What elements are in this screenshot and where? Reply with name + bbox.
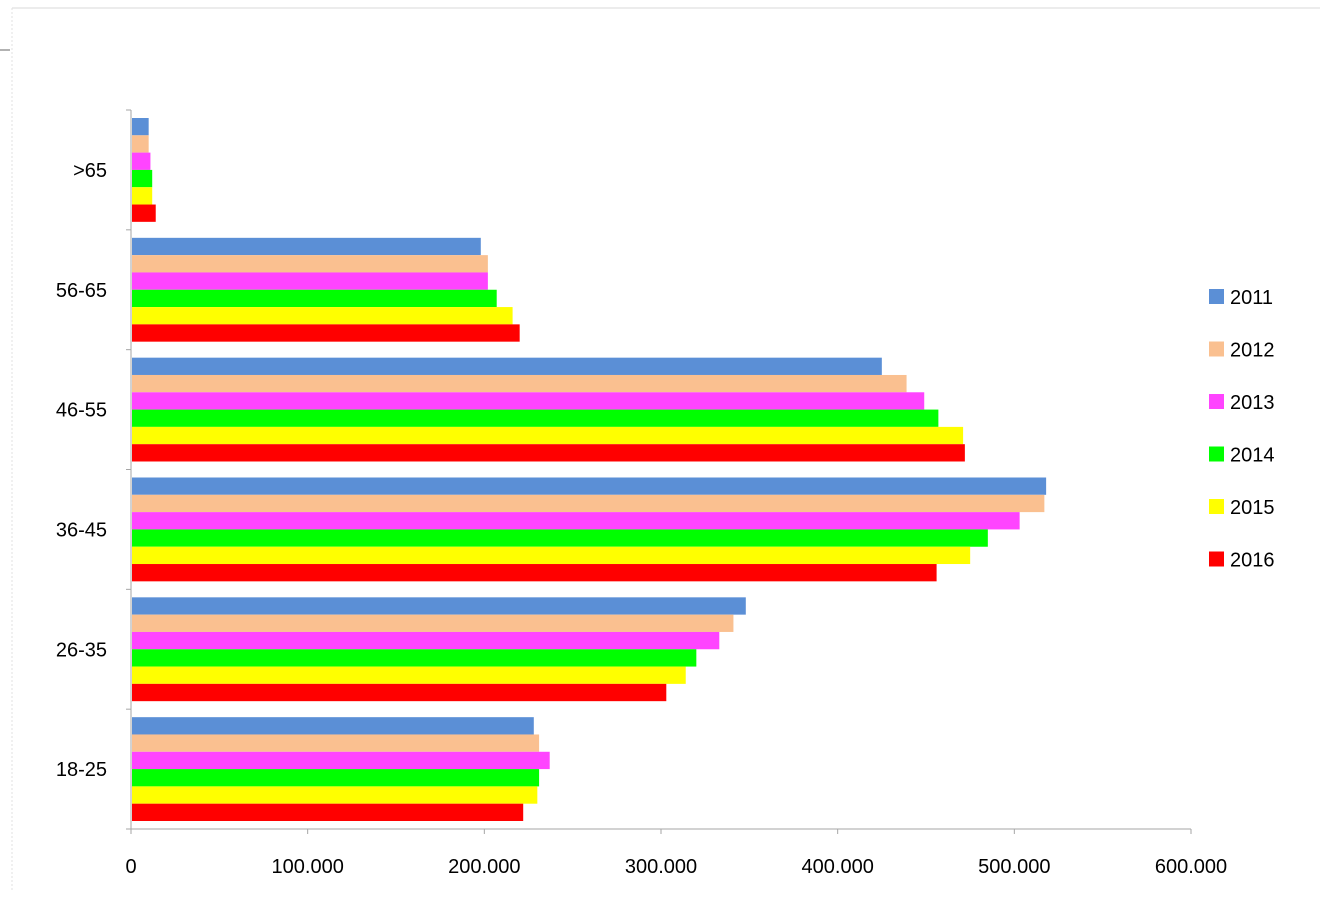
bar-2012-56-65 — [132, 255, 488, 273]
bar-2013-56-65 — [132, 272, 488, 290]
bars — [132, 118, 1047, 821]
y-tick-label: 56-65 — [56, 280, 107, 302]
bar-2011-46-55 — [132, 357, 882, 375]
legend-item-2016: 2016 — [1209, 550, 1275, 572]
bar-2011-36-45 — [132, 477, 1047, 495]
legend-swatch — [1209, 446, 1224, 462]
y-tick-label: 26-35 — [56, 639, 107, 661]
bar-2015-26-35 — [132, 666, 686, 684]
y-tick-label: 46-55 — [56, 400, 107, 422]
bar-2012-26-35 — [132, 614, 734, 632]
bar-2013-18-25 — [132, 751, 550, 770]
tick-labels: 18-25 26-35 36-45 46-55 56-65 >65 0 100.000 200.… — [56, 160, 1227, 878]
bar-2015-18-25 — [132, 786, 538, 804]
bar-2013-36-45 — [132, 512, 1020, 530]
bar-2012->65 — [132, 135, 149, 153]
axes — [126, 109, 1192, 834]
legend-item-2011: 2011 — [1209, 287, 1273, 309]
legend-item-2014: 2014 — [1209, 445, 1275, 467]
x-tick-label: 100.000 — [272, 856, 344, 878]
bar-2011->65 — [132, 118, 149, 136]
legend-swatch — [1209, 551, 1224, 567]
bar-2016-46-55 — [132, 444, 965, 462]
legend-item-2013: 2013 — [1209, 392, 1275, 414]
legend-label: 2016 — [1230, 550, 1275, 572]
y-tick-label: 36-45 — [56, 519, 107, 541]
x-tick-label: 200.000 — [448, 856, 520, 878]
bar-2016->65 — [132, 204, 156, 222]
y-tick-label: >65 — [73, 160, 107, 182]
legend-swatch — [1209, 499, 1224, 514]
bar-2012-36-45 — [132, 494, 1045, 513]
chart-border — [0, 7, 1320, 890]
x-tick-label: 0 — [125, 856, 136, 878]
legend: 2011 2012 2013 2014 2015 2016 — [1209, 287, 1275, 572]
legend-swatch — [1209, 394, 1224, 409]
legend-item-2015: 2015 — [1209, 497, 1275, 519]
bar-2015->65 — [132, 187, 153, 205]
bar-2015-56-65 — [132, 307, 513, 325]
bar-2013-46-55 — [132, 392, 925, 410]
legend-label: 2014 — [1230, 445, 1275, 467]
legend-item-2012: 2012 — [1209, 340, 1275, 362]
legend-label: 2015 — [1230, 497, 1275, 519]
x-tick-label: 300.000 — [625, 856, 697, 878]
x-tick-label: 500.000 — [978, 856, 1050, 878]
bar-2014-46-55 — [132, 409, 939, 427]
bar-2016-26-35 — [132, 683, 667, 702]
bar-2016-36-45 — [132, 564, 937, 582]
bar-2012-46-55 — [132, 374, 907, 393]
y-tick-label: 18-25 — [56, 759, 107, 781]
bar-2011-56-65 — [132, 237, 481, 256]
bar-2014-26-35 — [132, 649, 697, 667]
legend-swatch — [1209, 289, 1224, 304]
bar-2013-26-35 — [132, 631, 720, 650]
bar-2016-56-65 — [132, 324, 520, 342]
bar-2015-36-45 — [132, 546, 971, 565]
bar-2016-18-25 — [132, 803, 524, 821]
bar-2014-18-25 — [132, 769, 540, 787]
bar-2014-36-45 — [132, 529, 988, 547]
legend-swatch — [1209, 341, 1224, 357]
legend-label: 2013 — [1230, 392, 1275, 414]
x-tick-label: 400.000 — [802, 856, 874, 878]
bar-2014-56-65 — [132, 289, 497, 308]
legend-label: 2012 — [1230, 340, 1275, 362]
bar-2013->65 — [132, 152, 151, 170]
bar-2012-18-25 — [132, 734, 540, 752]
bar-2015-46-55 — [132, 426, 964, 445]
bar-2011-18-25 — [132, 717, 534, 735]
x-tick-label: 600.000 — [1155, 856, 1227, 878]
bar-2014->65 — [132, 169, 153, 188]
bar-2011-26-35 — [132, 597, 746, 615]
legend-label: 2011 — [1230, 287, 1273, 309]
